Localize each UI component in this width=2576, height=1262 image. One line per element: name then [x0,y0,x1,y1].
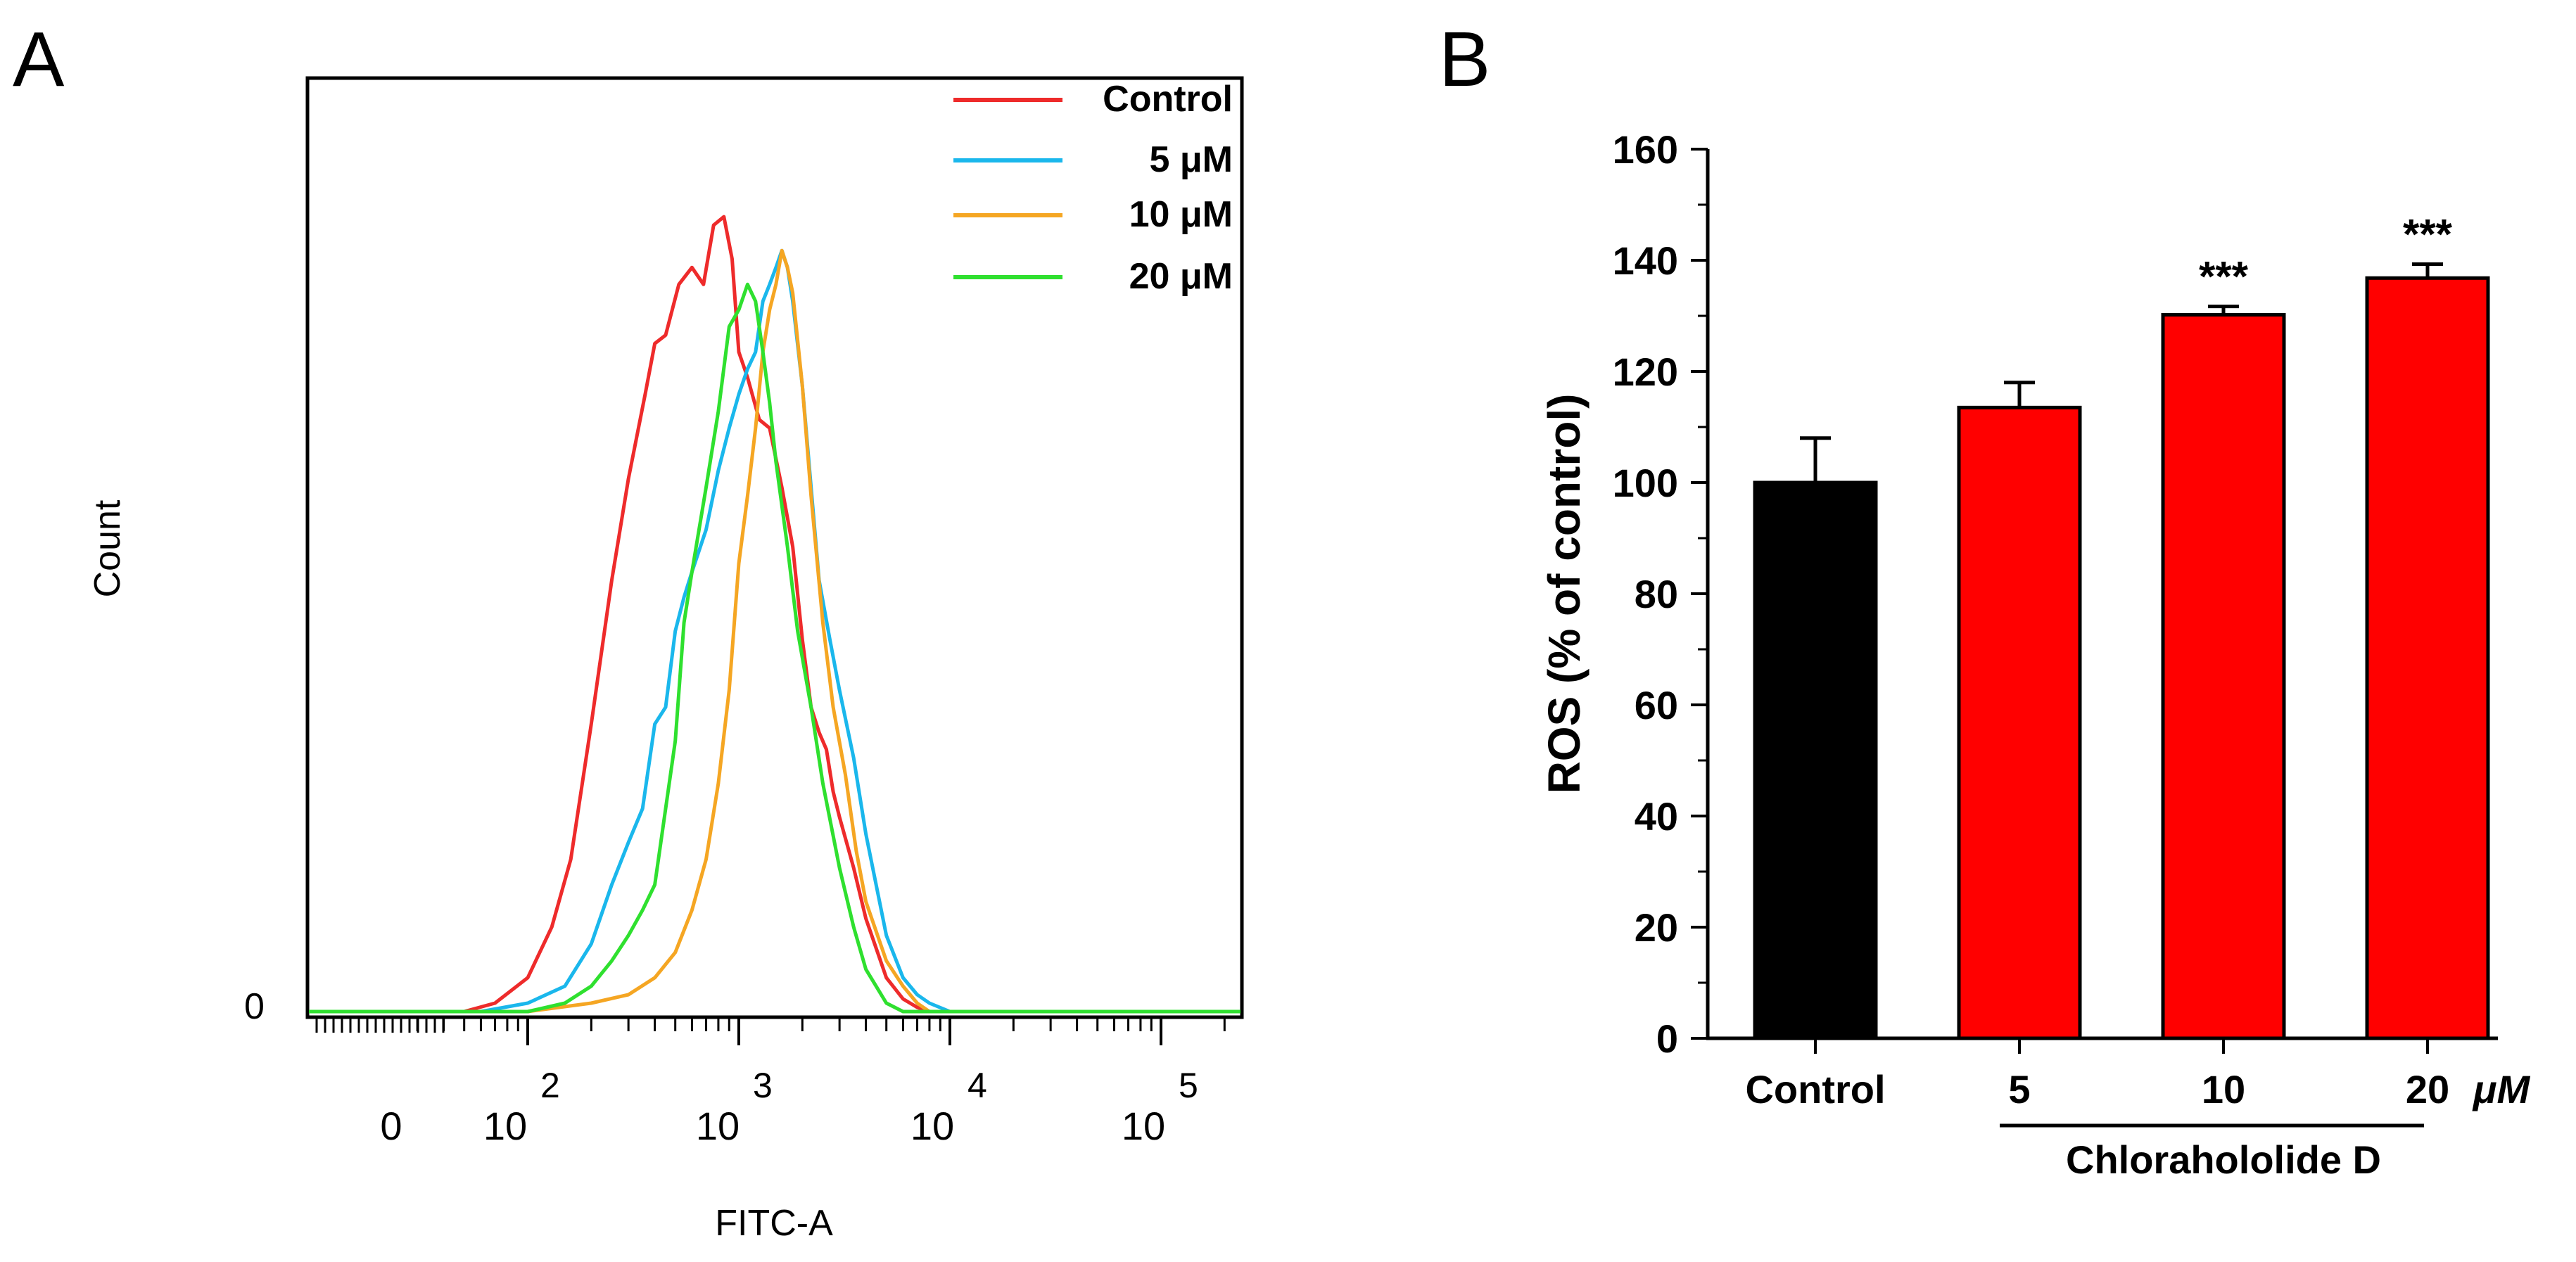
bar-y-label: ROS (% of control) [1539,394,1590,794]
bar [2365,276,2490,1040]
histogram-legend: Control 5 μM 10 μM 20 μM [953,79,1233,297]
bar-y-tick-label: 40 [1635,794,1678,839]
legend-entry-label: Control [1103,79,1233,120]
bar-y-ticks: 0 20 40 60 80 100 120 140 160 [1613,127,1708,1061]
bar-y-tick-label: 120 [1613,350,1678,394]
histogram-x-tick-label: 10 [911,1104,954,1148]
histogram-y-label: Count [87,499,128,597]
histogram-x-tick-label: 10 [1122,1104,1165,1148]
bar-x-tick-label: 10 [2202,1067,2245,1111]
histogram-x-ticks [315,1017,1226,1045]
bar-x-tick-label: 5 [2008,1067,2030,1111]
significance-marker: *** [2403,211,2453,258]
bar-y-tick-label: 140 [1613,238,1678,283]
histogram-x-tick-exponent: 4 [967,1066,987,1105]
legend-entry-label: 10 μM [1129,194,1233,235]
histogram-series-line [309,215,1241,1014]
histogram-x-tick-label: 10 [696,1104,740,1148]
bar-y-tick-label: 0 [1656,1016,1678,1061]
histogram-series-line [309,248,1241,1014]
panel-b-bar-chart: 0 20 40 60 80 100 120 140 160 *** *** Control 5 10 2… [1539,127,2531,1182]
histogram-x-label: FITC-A [715,1203,833,1244]
histogram-series-line [309,282,1241,1014]
panel-b-label: B [1439,16,1490,103]
panel-a-label: A [13,16,65,103]
bar [1753,480,1878,1040]
bar-x-tick-label: 20 [2406,1067,2449,1111]
histogram-x-tick-exponent: 3 [753,1066,773,1105]
histogram-series-line [309,248,1241,1014]
histogram-x-tick-label: 10 [483,1104,527,1148]
bar-y-tick-label: 160 [1613,127,1678,172]
histogram-y-zero-label: 0 [244,986,265,1027]
bar [2161,312,2286,1040]
histogram-curves [309,215,1241,1014]
legend-entry-label: 5 μM [1150,139,1233,180]
bar-x-tick-label: Control [1745,1067,1885,1111]
bar [1957,405,2082,1040]
histogram-x-tick-exponent: 5 [1179,1066,1198,1105]
legend-entry-label: 20 μM [1129,256,1233,297]
bar-y-tick-label: 80 [1635,572,1678,616]
bar-y-tick-label: 60 [1635,683,1678,727]
bar-y-tick-label: 20 [1635,905,1678,950]
histogram-frame [305,76,1244,1019]
significance-marker: *** [2199,253,2249,300]
panel-a-histogram: 0 10 2 10 3 10 4 10 5 0 Count FITC-A Control 5 μM… [87,76,1244,1244]
histogram-x-tick-labels: 0 10 2 10 3 10 4 10 5 [380,1066,1198,1148]
bar-x-group-label: Chlorahololide D [2066,1137,2381,1182]
bar-y-tick-label: 100 [1613,461,1678,505]
bar-x-ticks: Control 5 10 20 [1745,1038,2449,1111]
histogram-x-tick-label: 0 [380,1104,402,1148]
bar-x-unit-label: μM [2472,1067,2531,1111]
histogram-x-tick-exponent: 2 [540,1066,560,1105]
bars: *** *** [1753,211,2490,1040]
